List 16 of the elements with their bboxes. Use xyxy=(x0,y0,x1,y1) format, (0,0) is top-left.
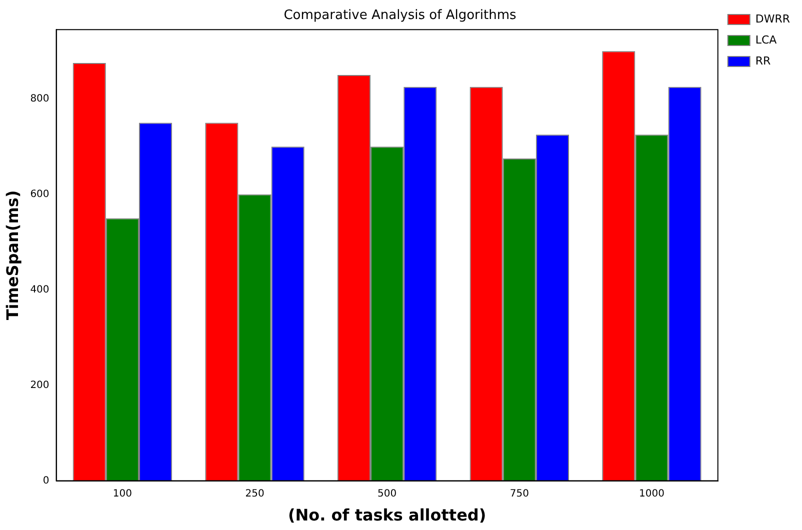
legend-label: DWRR xyxy=(755,12,790,26)
x-tick-label: 1000 xyxy=(638,488,664,500)
x-tick-label: 750 xyxy=(510,488,529,500)
y-axis-title: TimeSpan(ms) xyxy=(2,190,22,320)
y-tick-label: 600 xyxy=(30,188,50,200)
y-tick-label: 400 xyxy=(30,284,50,296)
y-tick-label: 800 xyxy=(30,93,50,104)
x-tick-label: 250 xyxy=(245,488,264,500)
legend-label: RR xyxy=(755,54,772,68)
y-tick-label: 0 xyxy=(42,475,50,486)
x-tick-label: 500 xyxy=(378,488,397,500)
y-tick-label: 200 xyxy=(30,380,50,391)
x-axis-title: (No. of tasks allotted) xyxy=(288,506,486,525)
chart-title: Comparative Analysis of Algorithms xyxy=(284,8,516,24)
legend-label: LCA xyxy=(755,33,778,46)
x-tick-label: 100 xyxy=(112,488,132,500)
